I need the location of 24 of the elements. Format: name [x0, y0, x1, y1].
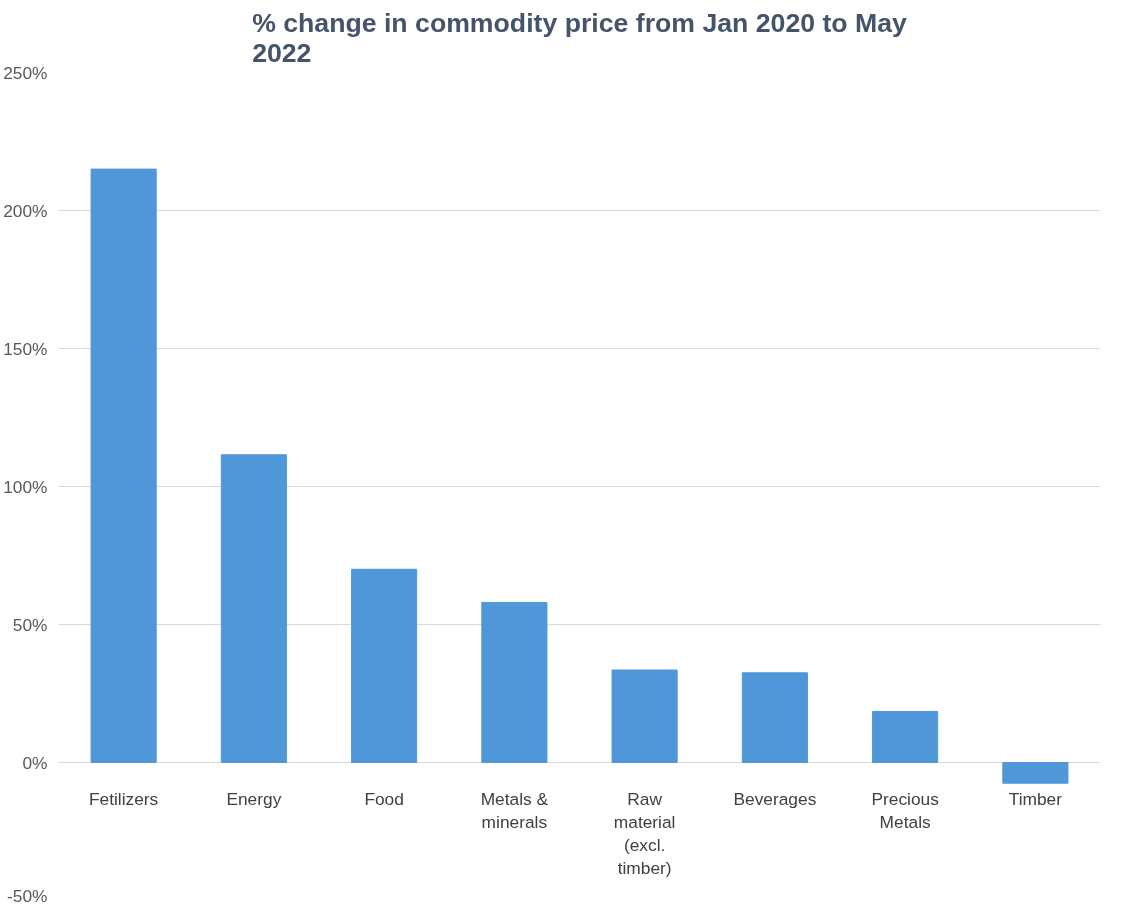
- bar: [1002, 762, 1069, 784]
- bar: [872, 710, 939, 763]
- bar: [90, 168, 157, 763]
- x-tick-label: Metals & minerals: [480, 788, 549, 832]
- bar: [220, 454, 287, 763]
- chart-title: % change in commodity price from Jan 2020 to May 2022: [252, 7, 908, 68]
- y-tick-label: 250%: [3, 62, 48, 83]
- y-tick-label: 200%: [3, 200, 48, 221]
- x-tick-label: Food: [364, 788, 404, 809]
- x-tick-label: Precious Metals: [871, 788, 940, 832]
- bar: [741, 672, 808, 763]
- y-tick-label: -50%: [7, 885, 48, 906]
- x-tick-label: Fetilizers: [88, 788, 159, 809]
- x-tick-label: Raw material (excl. timber): [613, 788, 676, 878]
- y-tick-label: 150%: [3, 338, 48, 359]
- bar: [481, 601, 548, 763]
- x-tick-label: Beverages: [733, 788, 817, 809]
- x-tick-label: Timber: [1008, 788, 1063, 809]
- bar: [611, 669, 678, 763]
- y-tick-label: 50%: [12, 614, 48, 635]
- bar: [351, 568, 418, 763]
- y-tick-label: 0%: [22, 752, 48, 773]
- y-tick-label: 100%: [3, 476, 48, 497]
- x-tick-label: Energy: [226, 788, 282, 809]
